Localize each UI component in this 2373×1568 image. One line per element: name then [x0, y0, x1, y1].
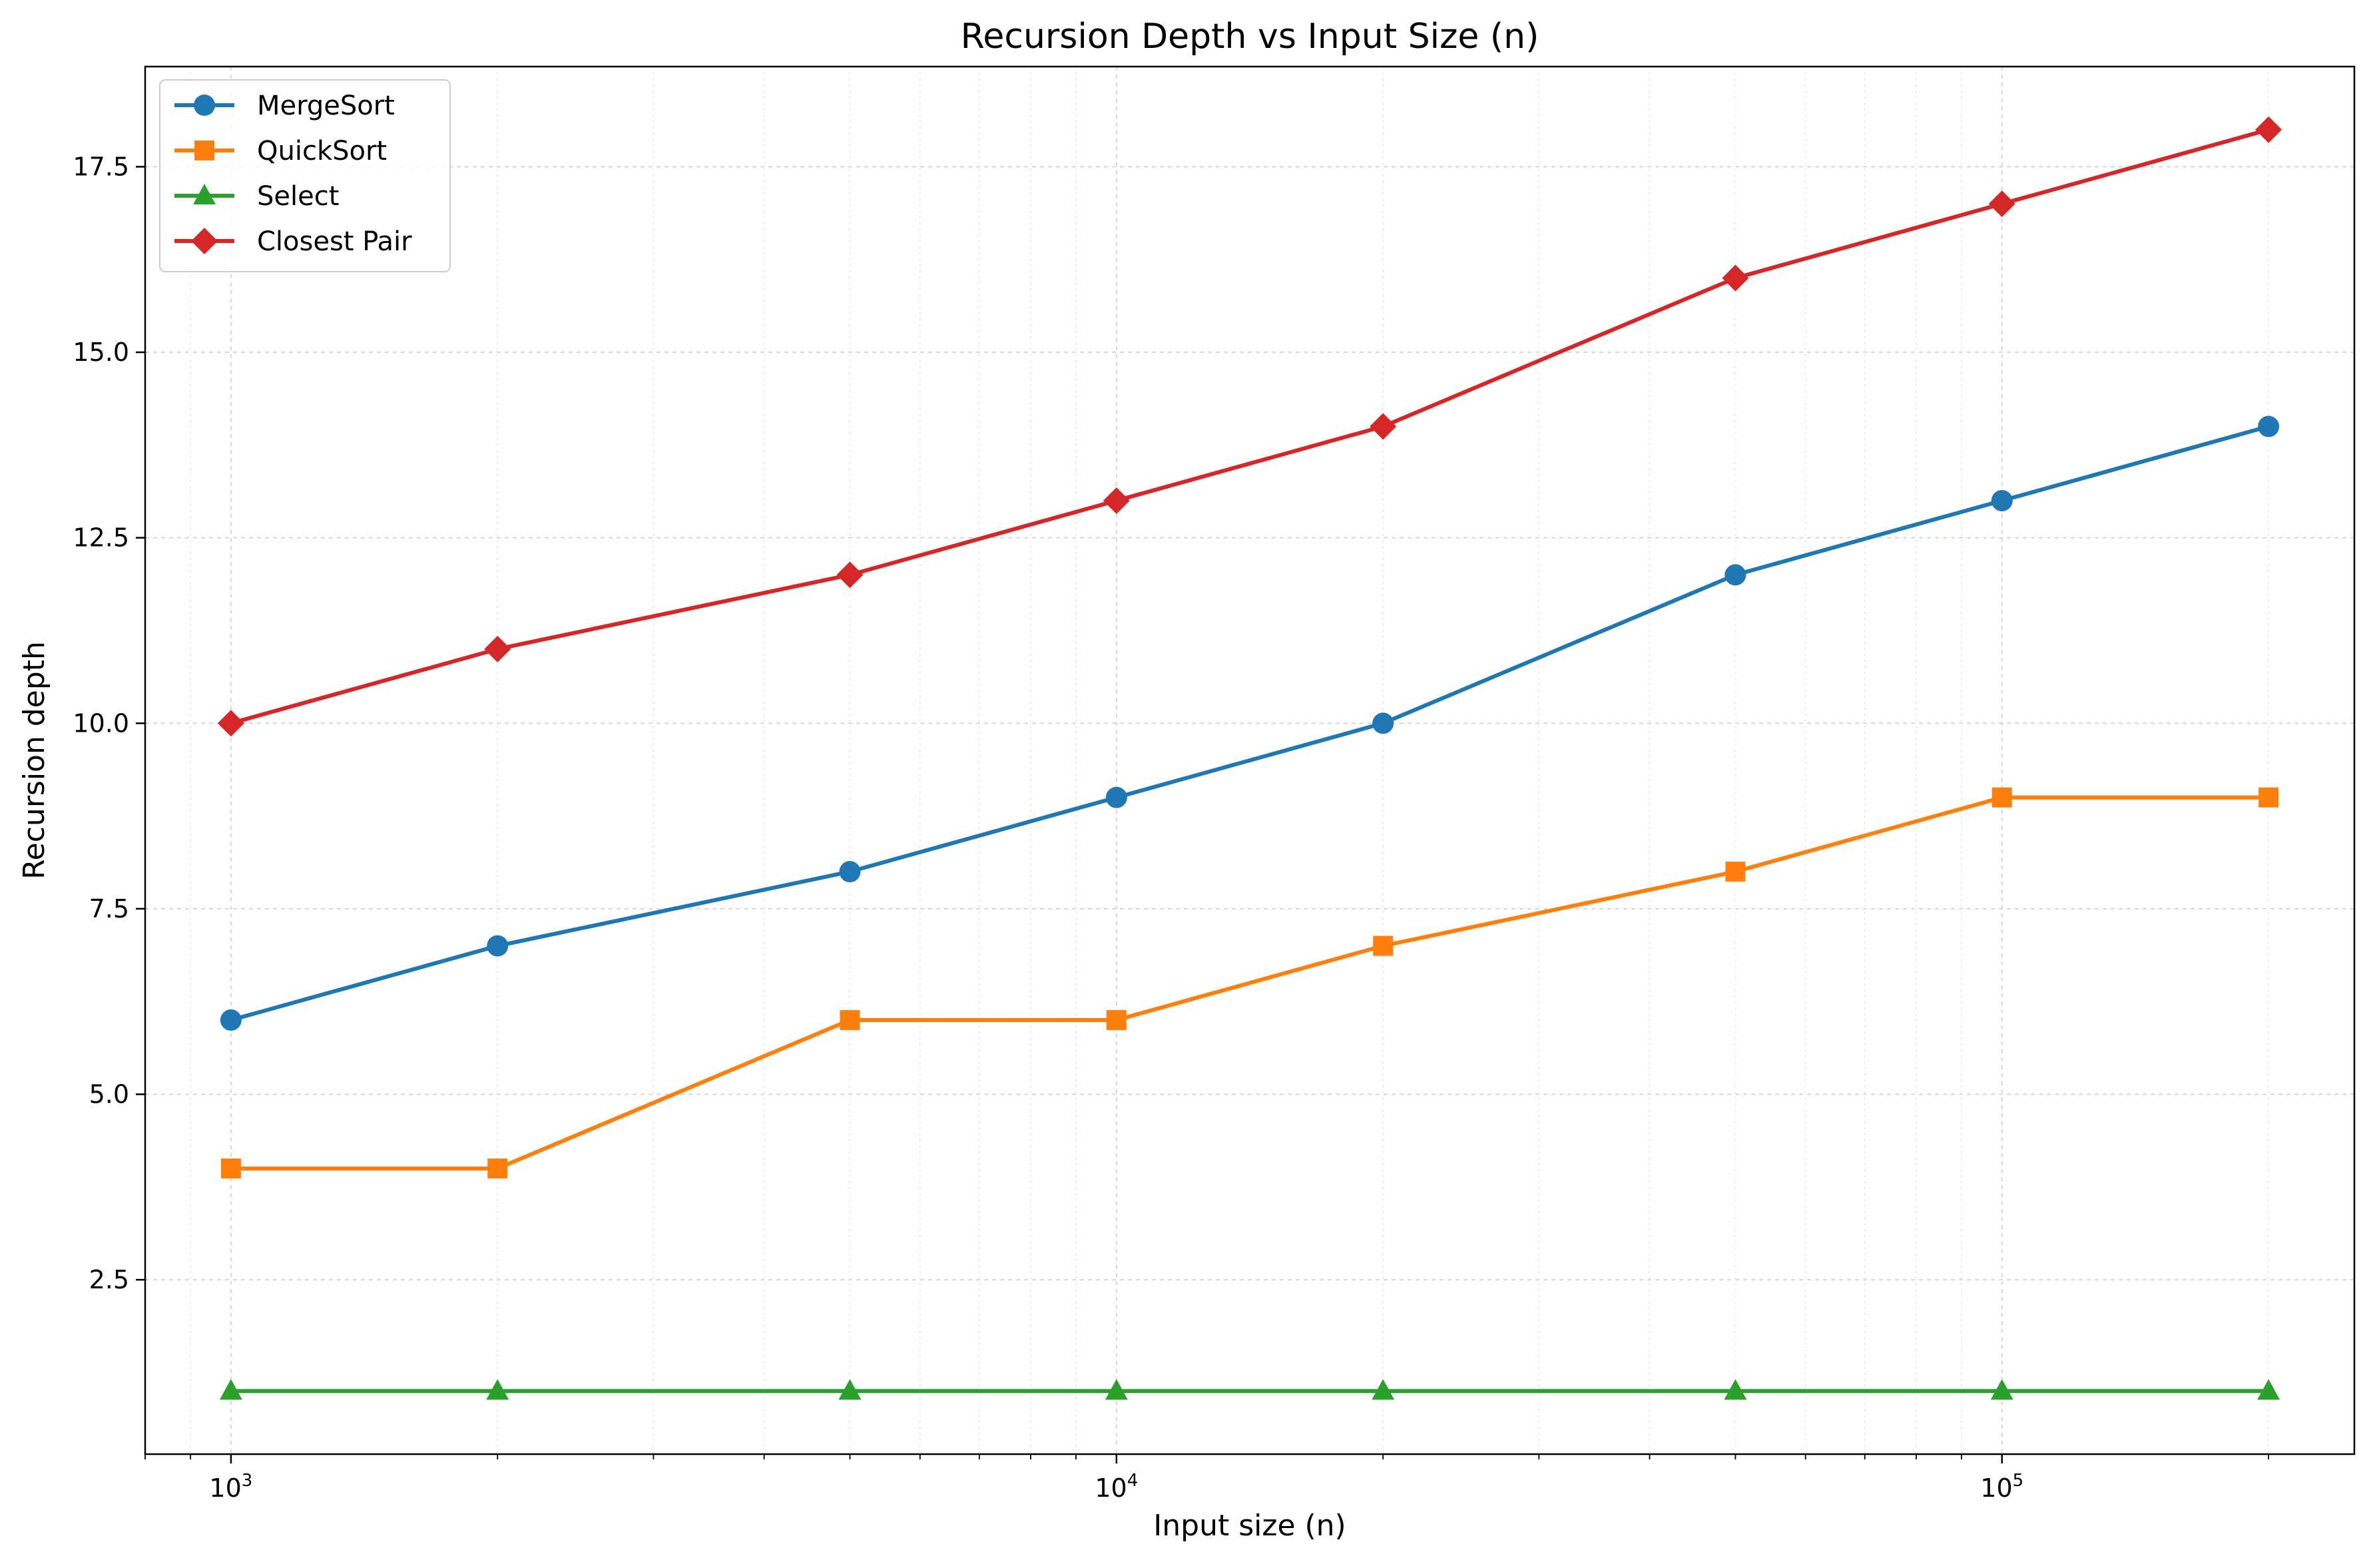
data-point-quicksort — [1373, 935, 1394, 956]
legend-item-closest-pair: Closest Pair — [174, 226, 412, 257]
data-point-select — [1105, 1379, 1128, 1400]
y-tick-label: 17.5 — [73, 152, 129, 181]
legend: MergeSort QuickSort Select Closest Pair — [159, 79, 451, 272]
axis-ticks: 103 104 105 2.5 5.0 7.5 10.0 12.5 15.0 17.5 — [73, 152, 2270, 1503]
y-tick-label: 2.5 — [89, 1265, 129, 1294]
data-point-mergesort — [1105, 786, 1127, 808]
data-point-closest-pair — [836, 561, 864, 589]
legend-marker-mergesort — [194, 95, 215, 116]
legend-label-mergesort: MergeSort — [257, 91, 395, 121]
x-tick-label: 104 — [1095, 1471, 1138, 1503]
x-tick-label: 105 — [1980, 1471, 2023, 1503]
legend-box — [159, 79, 451, 272]
series-select — [219, 1379, 2280, 1400]
data-point-quicksort — [840, 1010, 860, 1031]
y-tick-label: 15.0 — [73, 338, 129, 367]
data-point-select — [219, 1379, 242, 1400]
data-point-quicksort — [2258, 787, 2279, 808]
legend-label-closest-pair: Closest Pair — [257, 226, 412, 257]
data-point-closest-pair — [1988, 190, 2015, 218]
data-point-select — [1372, 1379, 1395, 1400]
plot-area-frame — [144, 65, 2356, 1455]
data-point-select — [486, 1379, 509, 1400]
data-point-quicksort — [1725, 862, 1746, 882]
x-axis-label: Input size (n) — [1153, 1509, 1346, 1543]
data-point-closest-pair — [217, 710, 244, 737]
series-line-closest-pair — [228, 127, 2271, 726]
series-quicksort — [220, 787, 2279, 1178]
data-point-closest-pair — [2255, 116, 2282, 143]
x-tick-label: 103 — [209, 1471, 252, 1503]
series-line-quicksort — [228, 795, 2271, 1171]
chart-title: Recursion Depth vs Input Size (n) — [961, 17, 1539, 57]
legend-marker-closest-pair — [191, 228, 218, 254]
data-point-mergesort — [487, 935, 509, 957]
series-mergesort — [220, 415, 2280, 1031]
data-point-mergesort — [1372, 712, 1394, 734]
data-point-mergesort — [839, 861, 861, 883]
data-point-closest-pair — [1722, 264, 1749, 292]
y-tick-label: 12.5 — [73, 523, 129, 553]
data-point-select — [1990, 1379, 2013, 1400]
series-closest-pair — [217, 116, 2282, 737]
data-point-mergesort — [1724, 564, 1746, 586]
data-point-quicksort — [220, 1158, 241, 1178]
legend-label-select: Select — [257, 181, 339, 212]
data-point-closest-pair — [1370, 413, 1397, 440]
grid-lines — [144, 67, 2354, 1454]
data-point-mergesort — [1991, 489, 2013, 511]
data-point-mergesort — [2258, 415, 2280, 437]
y-tick-label: 7.5 — [89, 894, 129, 923]
y-tick-label: 10.0 — [73, 708, 129, 738]
data-point-select — [1724, 1379, 1747, 1400]
data-point-closest-pair — [1103, 487, 1130, 514]
series-lines — [217, 116, 2282, 1400]
legend-label-quicksort: QuickSort — [257, 136, 387, 166]
data-point-closest-pair — [484, 635, 511, 662]
y-tick-label: 5.0 — [89, 1079, 129, 1109]
data-point-select — [838, 1379, 862, 1400]
data-point-select — [2257, 1379, 2280, 1400]
y-axis-label: Recursion depth — [17, 641, 51, 880]
data-point-quicksort — [487, 1158, 508, 1178]
legend-item-select: Select — [174, 181, 339, 212]
legend-marker-select — [193, 184, 216, 204]
data-point-mergesort — [220, 1009, 242, 1031]
legend-item-mergesort: MergeSort — [174, 91, 395, 121]
series-line-mergesort — [228, 423, 2271, 1023]
data-point-quicksort — [1991, 787, 2012, 808]
legend-item-quicksort: QuickSort — [174, 136, 387, 166]
legend-marker-quicksort — [194, 140, 214, 160]
data-point-quicksort — [1106, 1010, 1127, 1031]
